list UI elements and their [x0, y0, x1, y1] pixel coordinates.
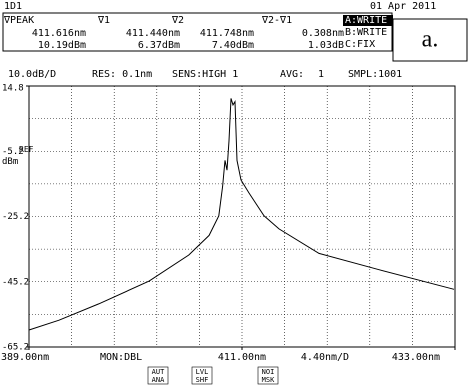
- date: 01 Apr 2011: [370, 1, 436, 12]
- ref-label: REF: [19, 145, 34, 154]
- setting: 1: [318, 69, 324, 80]
- marker-level: 7.40dBm: [212, 40, 254, 51]
- marker-header: ∇2: [171, 15, 184, 26]
- trace-label: A:WRITE: [345, 15, 387, 26]
- setting: AVG:: [280, 69, 304, 80]
- marker-level: 1.03dB: [308, 40, 344, 51]
- trace-label: B:WRITE: [345, 27, 387, 38]
- setting: RES: 0.1nm: [92, 69, 152, 80]
- marker-level: 6.37dBm: [138, 40, 180, 51]
- marker-header: ∇2-∇1: [261, 15, 292, 26]
- marker-wavelength: 411.748nm: [200, 28, 254, 39]
- x-tick-label: 389.00nm: [1, 352, 49, 363]
- button-label: AUT: [152, 368, 165, 376]
- button-label: LVL: [196, 368, 209, 376]
- marker-wavelength: 0.308nm: [302, 28, 344, 39]
- y-tick-label: -5.2: [2, 147, 24, 157]
- button: [257, 366, 279, 385]
- setting: SENS:HIGH 1: [172, 69, 238, 80]
- setting: 10.0dB/D: [8, 69, 56, 80]
- monitor: MON:DBL: [100, 352, 142, 363]
- screen-id: 1D1: [4, 1, 22, 12]
- button-label: ANA: [152, 376, 165, 384]
- marker-header: ∇1: [97, 15, 110, 26]
- y-tick-label: -25.2: [2, 212, 29, 222]
- button-label: SHF: [196, 376, 209, 384]
- trace-label: C:FIX: [345, 39, 375, 50]
- x-tick-label: 433.00nm: [392, 352, 440, 363]
- y-unit: dBm: [2, 157, 18, 167]
- y-tick-label: -65.2: [2, 343, 29, 353]
- y-tick-label: -45.2: [2, 277, 29, 287]
- button: [147, 366, 169, 385]
- spectrum-line: [28, 98, 455, 331]
- x-tick-label: 411.00nm: [218, 352, 266, 363]
- marker-wavelength: 411.616nm: [32, 28, 86, 39]
- annotation: a.: [422, 27, 439, 53]
- setting: SMPL:1001: [348, 69, 402, 80]
- trace-highlight: [343, 15, 393, 26]
- y-tick-label: 14.8: [2, 84, 24, 94]
- x-scale-label: 4.40nm/D: [301, 352, 349, 363]
- marker-table: [2, 12, 393, 52]
- marker-wavelength: 411.440nm: [126, 28, 180, 39]
- annotation-box: [392, 18, 468, 62]
- button: [191, 366, 213, 385]
- marker-header: ∇PEAK: [3, 15, 34, 26]
- button-label: MSK: [262, 376, 275, 384]
- marker-level: 10.19dBm: [38, 40, 86, 51]
- button-label: NOI: [262, 368, 275, 376]
